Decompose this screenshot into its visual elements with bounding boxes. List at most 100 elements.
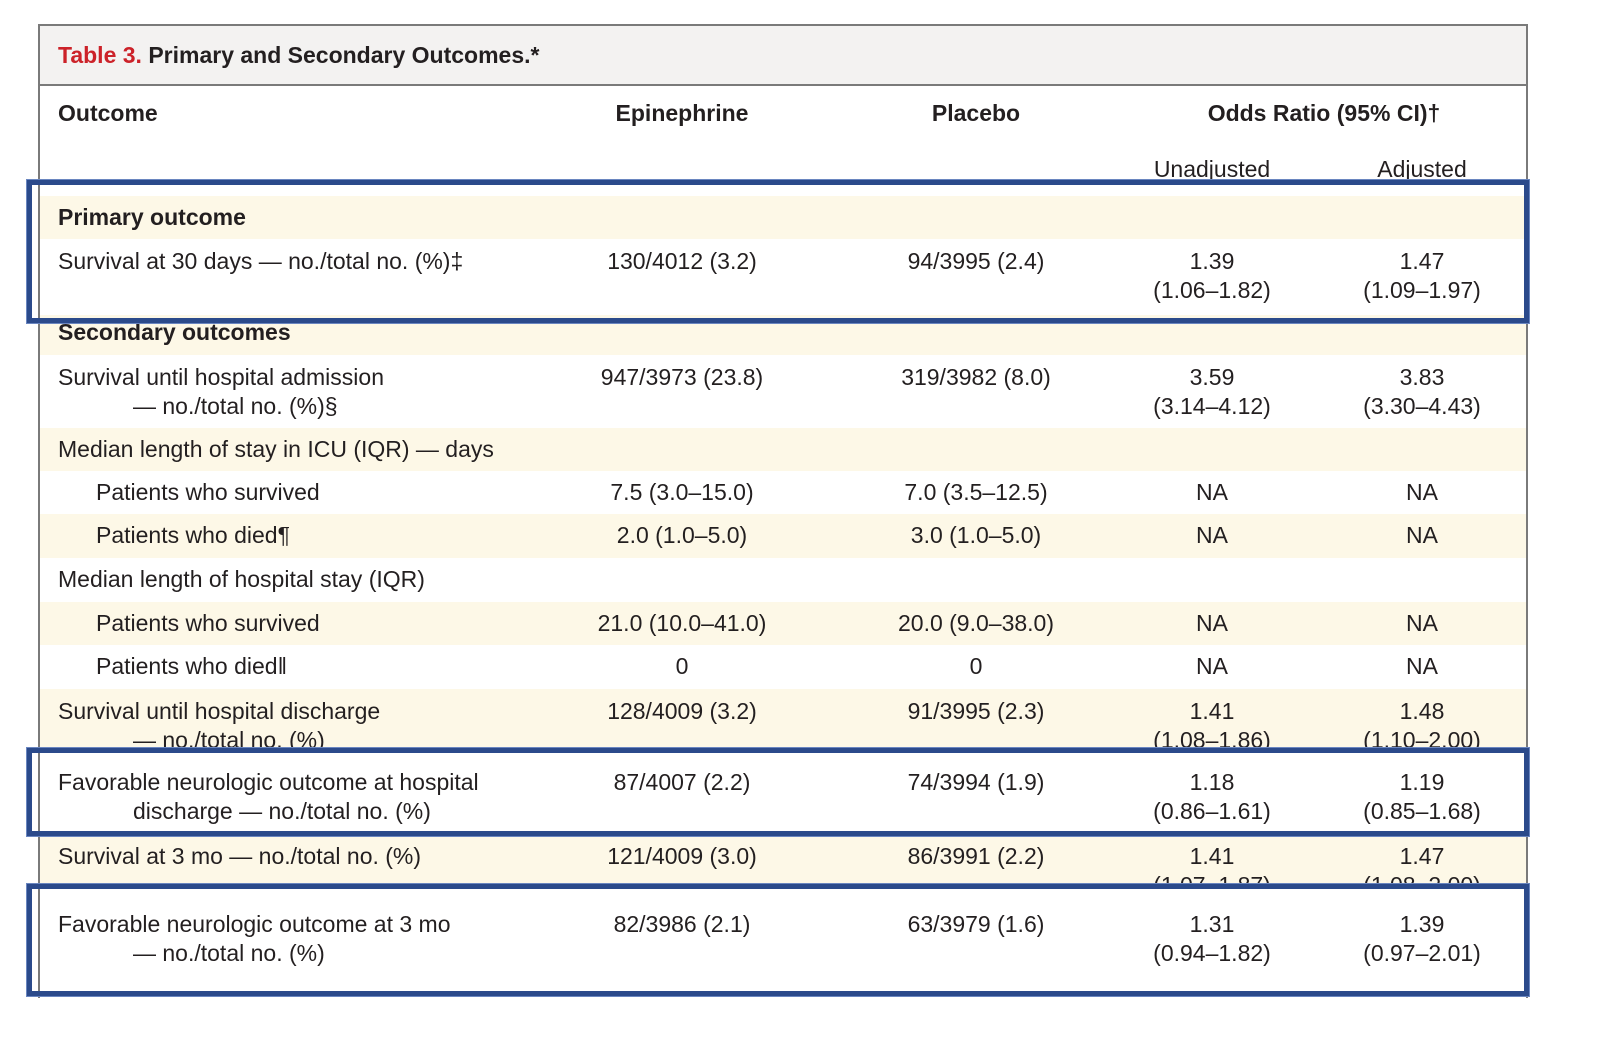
epinephrine-value: 947/3973 (23.8) (600, 364, 764, 390)
epinephrine-value: 21.0 (10.0–41.0) (597, 610, 767, 636)
row-label: Favorable neurologic outcome at 3 mo — no… (58, 910, 451, 968)
adjusted-or: 1.39 (0.97–2.01) (1322, 910, 1522, 968)
row-label: Survival at 30 days — no./total no. (%)‡ (58, 248, 464, 274)
row-label-line1: Favorable neurologic outcome at hospital (58, 769, 479, 795)
unadjusted-or-value: NA (1196, 479, 1228, 505)
row-label-line2: — no./total no. (%) (133, 940, 325, 966)
header-epinephrine: Epinephrine (615, 100, 749, 126)
adjusted-or-value: 1.39 (1399, 911, 1445, 937)
placebo-value: 319/3982 (8.0) (901, 364, 1051, 390)
table-row-primary-outcome: Primary outcome (40, 196, 1526, 239)
adjusted-or-ci: (0.85–1.68) (1363, 798, 1481, 824)
section-label-primary: Primary outcome (58, 204, 246, 230)
row-label: Patients who died¶ (96, 522, 290, 548)
table-row-survival-admission: Survival until hospital admission — no./t… (40, 355, 1526, 428)
table-row-icu-survived: Patients who survived 7.5 (3.0–15.0) 7.0… (40, 471, 1526, 514)
unadjusted-or-value: NA (1196, 610, 1228, 636)
unadjusted-or-value: 3.59 (1189, 364, 1235, 390)
adjusted-or-value: 1.47 (1399, 843, 1445, 869)
table-row-hospital-died: Patients who died‖ 0 0 NA NA (40, 645, 1526, 689)
row-label: Survival until hospital admission — no./t… (58, 363, 384, 421)
header-odds-ratio: Odds Ratio (95% CI)† (1207, 100, 1441, 126)
placebo-value: 94/3995 (2.4) (907, 248, 1045, 274)
placebo-value: 74/3994 (1.9) (907, 769, 1045, 795)
row-label: Survival at 3 mo — no./total no. (%) (58, 843, 422, 869)
table-title-bar: Table 3. Primary and Secondary Outcomes.… (40, 26, 1526, 86)
table-row-hospital-survived: Patients who survived 21.0 (10.0–41.0) 2… (40, 602, 1526, 645)
placebo-value: 86/3991 (2.2) (907, 843, 1045, 869)
epinephrine-value: 130/4012 (3.2) (607, 248, 757, 274)
adjusted-or-value: 3.83 (1399, 364, 1445, 390)
adjusted-or: 3.83 (3.30–4.43) (1322, 363, 1522, 421)
placebo-value: 0 (969, 653, 983, 679)
placebo-value: 7.0 (3.5–12.5) (904, 479, 1048, 505)
row-label: Patients who survived (96, 610, 320, 636)
unadjusted-or: 3.59 (3.14–4.12) (1112, 363, 1312, 421)
section-label-secondary: Secondary outcomes (58, 319, 291, 345)
adjusted-or-value: 1.47 (1399, 248, 1445, 274)
table-number: Table 3. (58, 42, 142, 68)
unadjusted-or-value: 1.41 (1189, 843, 1235, 869)
placebo-value: 63/3979 (1.6) (907, 911, 1045, 937)
table-row-neuro-3mo: Favorable neurologic outcome at 3 mo — no… (40, 886, 1526, 992)
placebo-value: 3.0 (1.0–5.0) (910, 522, 1042, 548)
adjusted-or-ci: (1.08–2.00) (1363, 872, 1481, 886)
adjusted-or: 1.19 (0.85–1.68) (1322, 768, 1522, 826)
epinephrine-value: 87/4007 (2.2) (613, 769, 751, 795)
table-row-hospital-stay-heading: Median length of hospital stay (IQR) (40, 558, 1526, 602)
row-label: Survival until hospital discharge — no./t… (58, 697, 380, 752)
epinephrine-value: 82/3986 (2.1) (613, 911, 751, 937)
epinephrine-value: 2.0 (1.0–5.0) (616, 522, 748, 548)
unadjusted-or-value: 1.39 (1189, 248, 1235, 274)
unadjusted-or-value: NA (1196, 653, 1228, 679)
row-label-line2: discharge — no./total no. (%) (133, 798, 431, 824)
table-row-secondary-outcomes: Secondary outcomes (40, 315, 1526, 355)
placebo-value: 20.0 (9.0–38.0) (897, 610, 1054, 636)
header-placebo: Placebo (931, 100, 1021, 126)
unadjusted-or-ci: (0.86–1.61) (1153, 798, 1271, 824)
row-label: Median length of stay in ICU (IQR) — day… (58, 436, 494, 462)
row-label: Median length of hospital stay (IQR) (58, 566, 425, 592)
header-adjusted: Adjusted (1377, 156, 1467, 182)
unadjusted-or-ci: (3.14–4.12) (1153, 393, 1271, 419)
adjusted-or-value: NA (1406, 522, 1438, 548)
unadjusted-or-value: 1.31 (1189, 911, 1235, 937)
row-label-line1: Survival until hospital discharge (58, 698, 381, 724)
adjusted-or: 1.47 (1.08–2.00) (1322, 842, 1522, 886)
table-row-survival-3mo: Survival at 3 mo — no./total no. (%) 121… (40, 834, 1526, 886)
row-label: Favorable neurologic outcome at hospital… (58, 768, 479, 826)
epinephrine-value: 128/4009 (3.2) (607, 698, 757, 724)
table-frame (38, 24, 1528, 998)
table-row-survival-30-days: Survival at 30 days — no./total no. (%)‡… (40, 239, 1526, 315)
unadjusted-or-value: NA (1196, 522, 1228, 548)
unadjusted-or-ci: (1.06–1.82) (1153, 277, 1271, 303)
unadjusted-or-value: 1.18 (1189, 769, 1235, 795)
adjusted-or: 1.47 (1.09–1.97) (1322, 247, 1522, 305)
unadjusted-or-ci: (0.94–1.82) (1153, 940, 1271, 966)
epinephrine-value: 0 (675, 653, 689, 679)
table-title: Table 3. Primary and Secondary Outcomes.… (58, 42, 539, 69)
unadjusted-or: 1.41 (1.07–1.87) (1112, 842, 1312, 886)
unadjusted-or-value: 1.41 (1189, 698, 1235, 724)
table-row-neuro-discharge: Favorable neurologic outcome at hospital… (40, 752, 1526, 834)
adjusted-or-ci: (1.09–1.97) (1363, 277, 1481, 303)
epinephrine-value: 121/4009 (3.0) (607, 843, 757, 869)
header-unadjusted: Unadjusted (1153, 156, 1271, 182)
adjusted-or-value: NA (1406, 653, 1438, 679)
table-row-icu-stay-heading: Median length of stay in ICU (IQR) — day… (40, 428, 1526, 471)
adjusted-or-value: 1.48 (1399, 698, 1445, 724)
unadjusted-or: 1.41 (1.08–1.86) (1112, 697, 1312, 752)
unadjusted-or-ci: (1.08–1.86) (1153, 727, 1271, 752)
adjusted-or-ci: (1.10–2.00) (1363, 727, 1481, 752)
row-label-line2: — no./total no. (%)§ (133, 393, 338, 419)
unadjusted-or: 1.39 (1.06–1.82) (1112, 247, 1312, 305)
row-label-line1: Favorable neurologic outcome at 3 mo (58, 911, 451, 937)
unadjusted-or: 1.31 (0.94–1.82) (1112, 910, 1312, 968)
table-row-icu-died: Patients who died¶ 2.0 (1.0–5.0) 3.0 (1.… (40, 514, 1526, 558)
placebo-value: 91/3995 (2.3) (907, 698, 1045, 724)
header-outcome: Outcome (58, 100, 158, 126)
unadjusted-or: 1.18 (0.86–1.61) (1112, 768, 1312, 826)
adjusted-or-value: 1.19 (1399, 769, 1445, 795)
row-label: Patients who survived (96, 479, 320, 505)
table-row-survival-discharge: Survival until hospital discharge — no./t… (40, 689, 1526, 752)
